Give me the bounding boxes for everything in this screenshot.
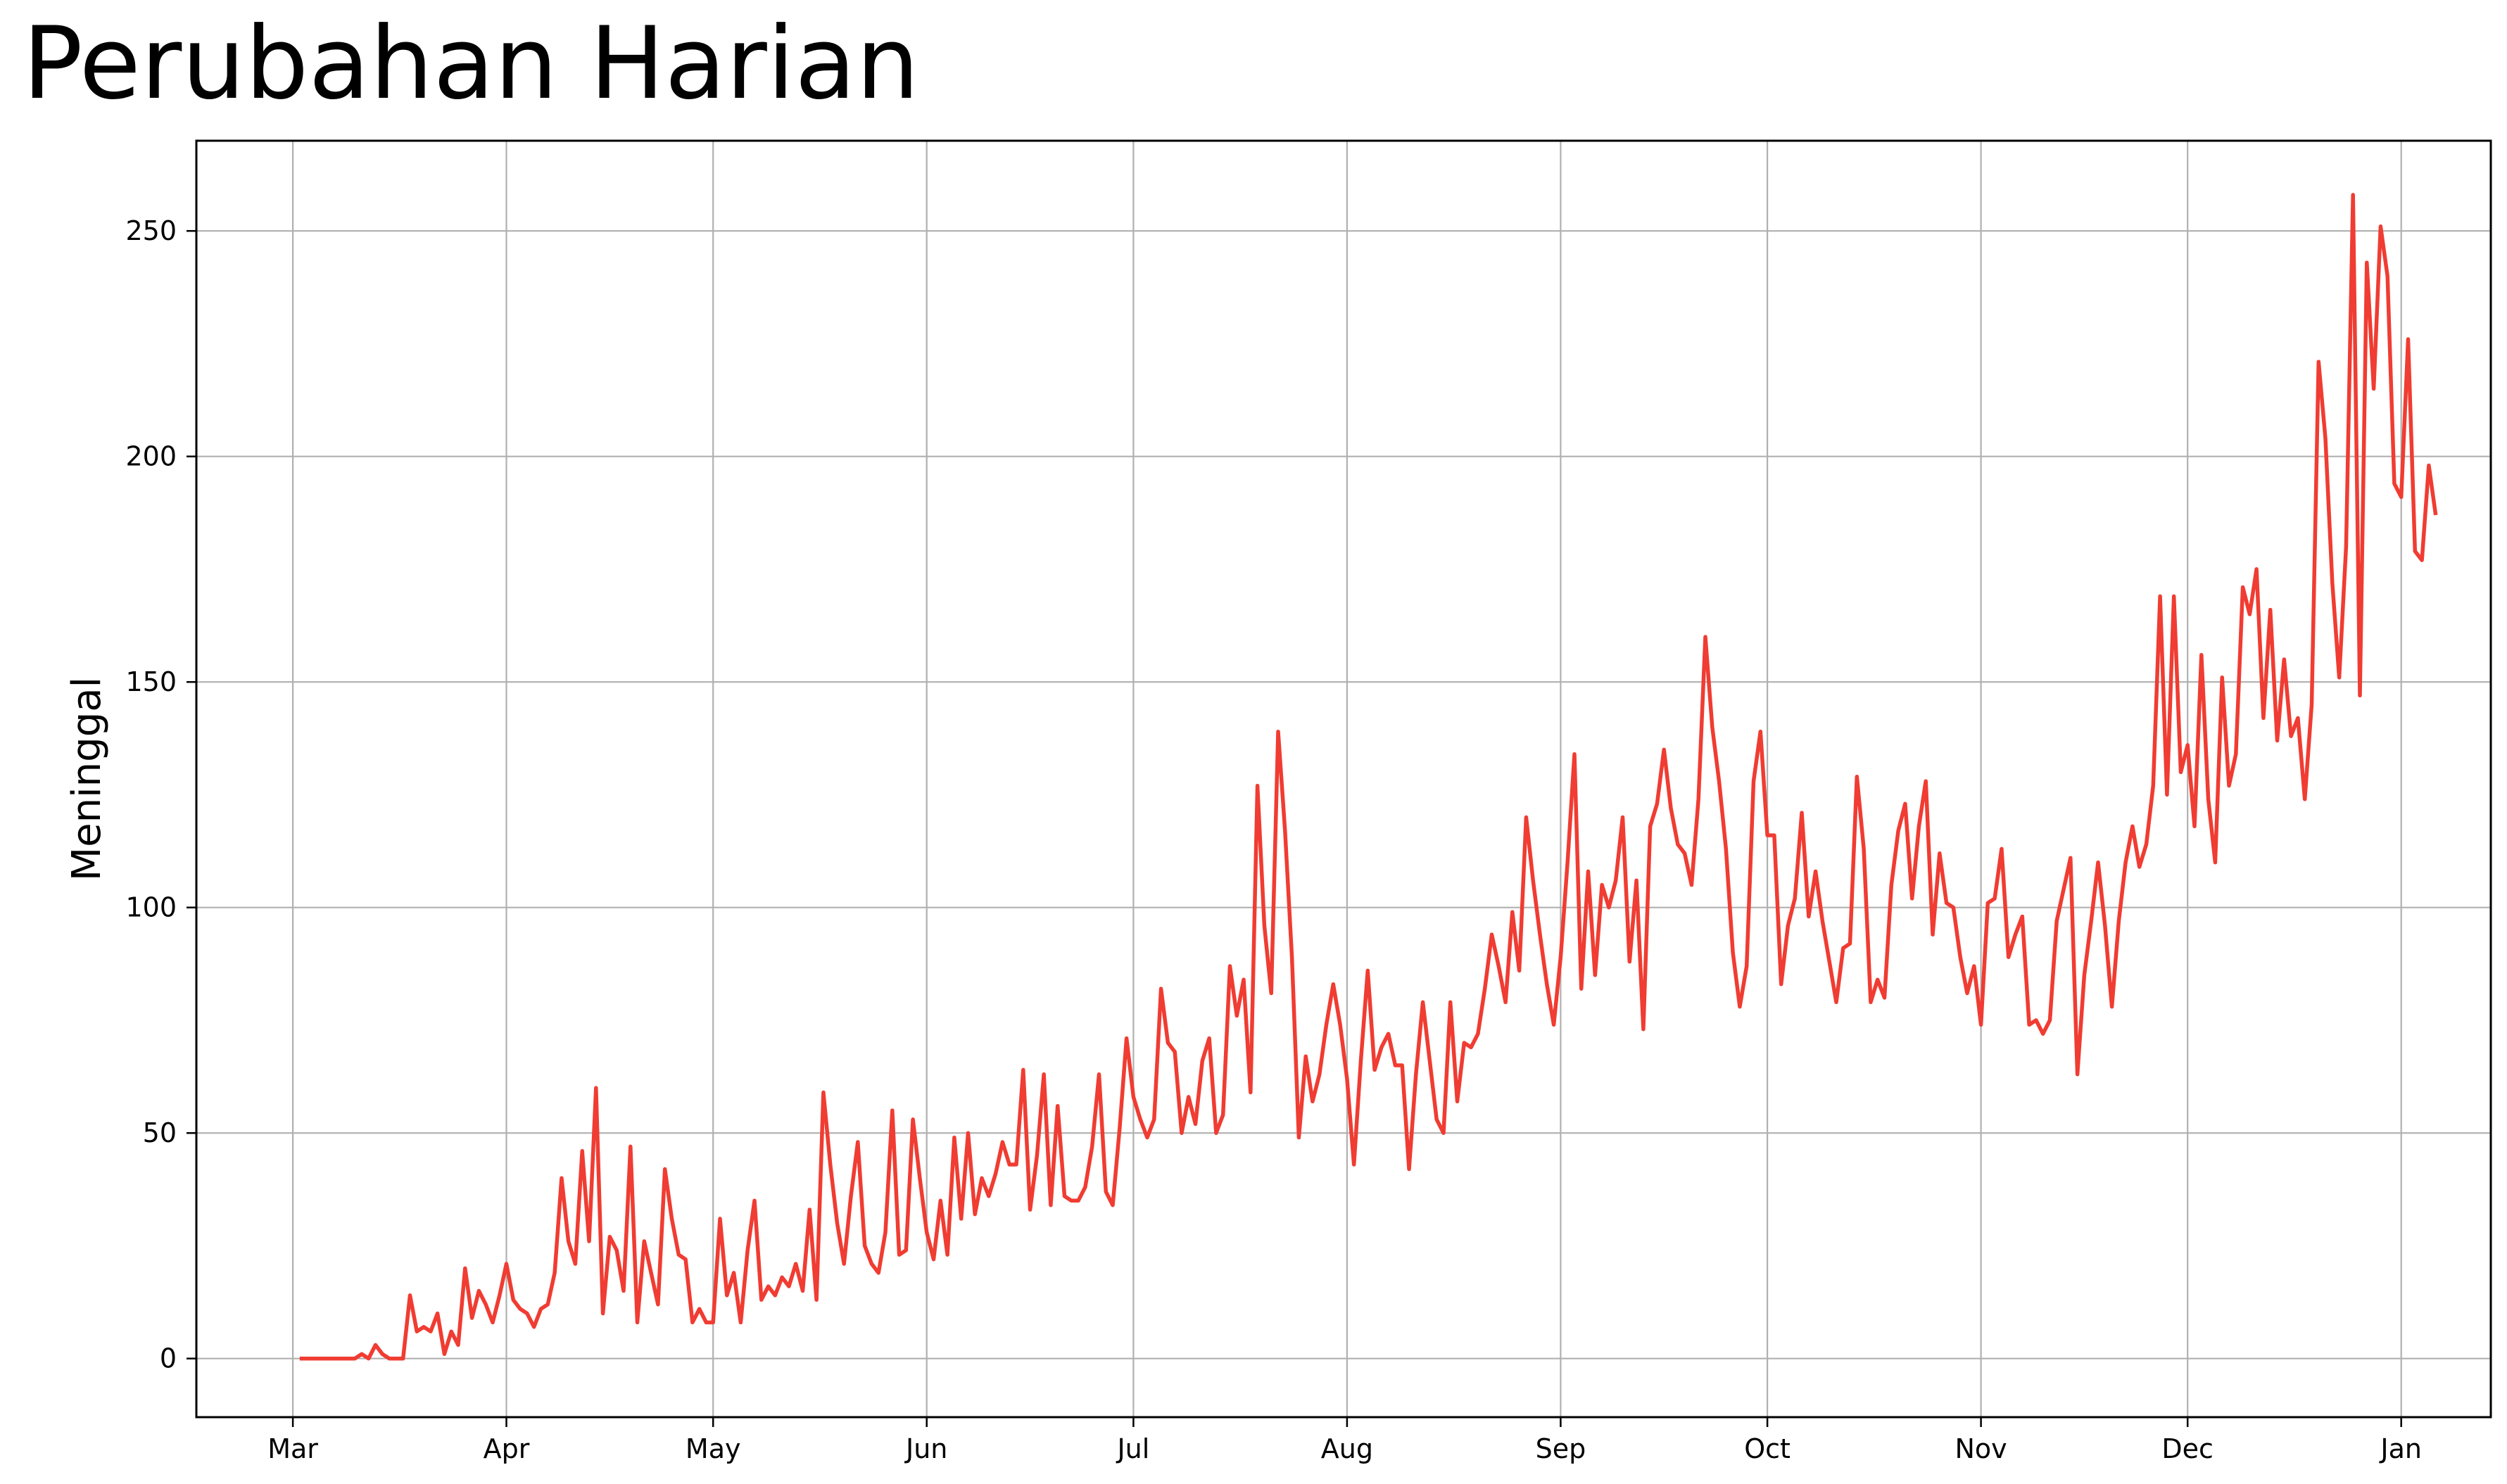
- y-tick-label: 250: [125, 215, 177, 246]
- y-tick-label: 100: [125, 892, 177, 923]
- plot-frame: [195, 139, 2492, 1419]
- y-tick-label: 150: [125, 666, 177, 697]
- x-tick-label: Mar: [267, 1433, 318, 1464]
- series-layer: [299, 193, 2438, 1361]
- y-tick-label: 0: [160, 1343, 177, 1374]
- grid-lines: [196, 141, 2491, 1417]
- x-tick-label: Jul: [1116, 1433, 1149, 1464]
- x-tick-label: Dec: [2161, 1433, 2214, 1464]
- x-tick-label: Sep: [1536, 1433, 1586, 1464]
- axis-ticks: 0 50 100 150 200 250 Mar Apr May Jun Jul Aug Sep Oct N…: [125, 215, 2422, 1464]
- x-tick-label: Jun: [904, 1433, 947, 1464]
- series-line: [299, 193, 2438, 1361]
- x-tick-label: Nov: [1955, 1433, 2007, 1464]
- x-tick-label: Oct: [1744, 1433, 1791, 1464]
- x-tick-label: Aug: [1321, 1433, 1373, 1464]
- x-tick-label: May: [686, 1433, 741, 1464]
- y-axis-label: Meninggal: [64, 677, 110, 881]
- chart-title: Perubahan Harian: [23, 6, 920, 122]
- y-tick-label: 200: [125, 441, 177, 472]
- x-tick-label: Jan: [2379, 1433, 2422, 1464]
- x-tick-label: Apr: [484, 1433, 530, 1464]
- y-tick-label: 50: [143, 1117, 177, 1148]
